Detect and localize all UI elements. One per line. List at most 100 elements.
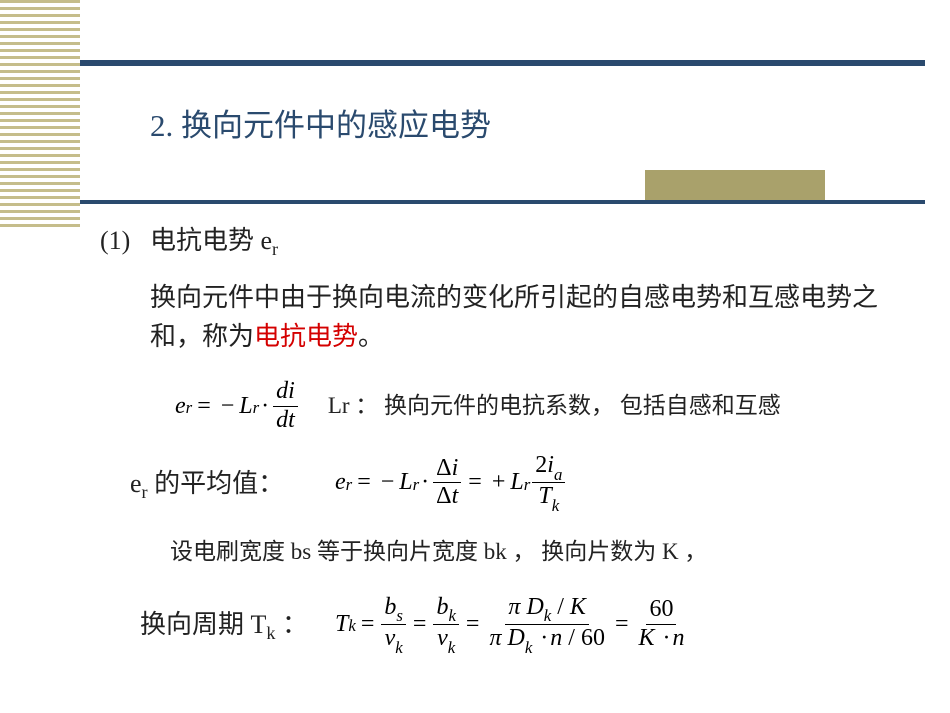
- eq1-frac: di dt: [273, 378, 298, 434]
- eq3-eq4: =: [615, 611, 629, 638]
- eq1-L-sub: r: [253, 398, 260, 418]
- eq2-den2: Tk: [535, 483, 562, 513]
- eq3-bs: s: [396, 606, 403, 625]
- eq2-Tk-sub: k: [552, 496, 559, 515]
- eq3-Dk1: k: [544, 606, 551, 625]
- avg-row: er 的平均值： er = − Lr · Δi Δt = + Lr 2ia Tk: [100, 452, 890, 513]
- eq3-f1d: vk: [382, 625, 406, 655]
- eq3-Dk2: k: [525, 638, 532, 657]
- eq3-f4d: K ·n: [635, 625, 687, 653]
- tk-row: 换向周期 Tk ： Tk = bs vk = bk vk = π Dk / K …: [100, 594, 890, 655]
- definition-paragraph: 换向元件中由于换向电流的变化所引起的自感电势和互感电势之和，称为电抗电势。: [150, 278, 890, 356]
- eq3-T-sub: k: [348, 616, 355, 636]
- eq2-eq2: =: [468, 469, 482, 496]
- section-heading: (1)电抗电势 er: [100, 220, 890, 260]
- eq3-eq2: =: [413, 611, 427, 638]
- equation-1: er = − Lr · di dt: [175, 378, 300, 434]
- eq3-eq1: =: [361, 611, 375, 638]
- top-rule: [80, 60, 925, 66]
- decorative-stripes: [0, 0, 80, 230]
- content-area: (1)电抗电势 er 换向元件中由于换向电流的变化所引起的自感电势和互感电势之和…: [100, 220, 890, 673]
- eq3-f3d: π Dk ·n / 60: [486, 625, 608, 655]
- eq3-sl1: /: [557, 594, 564, 620]
- avg-label: er 的平均值：: [130, 463, 305, 503]
- eq3-pi1: π: [508, 594, 520, 620]
- eq1-minus: −: [221, 393, 235, 420]
- eq3-b2: b: [436, 594, 448, 620]
- eq1-e-sub: r: [186, 398, 193, 418]
- eq3-eq3: =: [466, 611, 480, 638]
- tk-label: 换向周期 Tk ：: [140, 604, 315, 644]
- eq3-K1: K: [570, 594, 586, 620]
- eq3-vk2: k: [448, 638, 455, 657]
- eq1-L: L: [239, 393, 252, 420]
- eq2-num1: Δi: [433, 455, 461, 484]
- eq3-vk1: k: [395, 638, 402, 657]
- eq2-plus: +: [492, 469, 506, 496]
- eq2-e: e: [335, 469, 346, 496]
- avg-pre: e: [130, 469, 142, 498]
- avg-post: 的平均值：: [148, 469, 285, 498]
- eq3-sl2: /: [568, 625, 575, 651]
- eq1-num: di: [273, 378, 298, 407]
- eq2-e-sub: r: [346, 475, 353, 495]
- equation-3: Tk = bs vk = bk vk = π Dk / K π Dk ·n / …: [335, 594, 690, 655]
- eq2-minus: −: [381, 469, 395, 496]
- eq3-v1: v: [385, 625, 396, 651]
- eq1-row: er = − Lr · di dt Lr ： 换向元件的电抗系数， 包括自感和互…: [100, 378, 890, 434]
- eq2-T: T: [538, 483, 551, 509]
- eq3-frac3: π Dk / K π Dk ·n / 60: [486, 594, 608, 655]
- lr-note: Lr ： 换向元件的电抗系数， 包括自感和互感: [328, 390, 781, 422]
- eq3-frac2: bk vk: [433, 594, 458, 655]
- eq2-L2: L: [510, 469, 523, 496]
- tk-pre: 换向周期 T: [140, 610, 266, 639]
- eq3-D1: D: [526, 594, 543, 620]
- eq2-frac2: 2ia Tk: [532, 452, 565, 513]
- equation-2: er = − Lr · Δi Δt = + Lr 2ia Tk: [335, 452, 567, 513]
- section-label: 电抗电势 e: [150, 226, 272, 255]
- eq2-L2-sub: r: [524, 475, 531, 495]
- eq3-frac1: bs vk: [381, 594, 406, 655]
- eq1-e: e: [175, 393, 186, 420]
- eq1-den: dt: [273, 407, 298, 435]
- eq2-num2: 2ia: [532, 452, 565, 483]
- eq1-eq: =: [197, 393, 211, 420]
- eq3-D2: D: [507, 625, 524, 651]
- eq3-K2: K: [638, 625, 654, 651]
- eq3-cdot1: ·: [540, 625, 548, 651]
- section-number: (1): [100, 226, 150, 256]
- eq3-T: T: [335, 611, 348, 638]
- eq3-cdot2: ·: [663, 625, 671, 651]
- brush-note: 设电刷宽度 bs 等于换向片宽度 bk ， 换向片数为 K ，: [170, 532, 890, 566]
- eq2-2: 2: [535, 452, 547, 478]
- eq3-60a: 60: [581, 625, 605, 651]
- eq2-ia-sub: a: [554, 465, 562, 484]
- accent-block: [645, 170, 825, 200]
- eq3-f3n: π Dk / K: [505, 594, 589, 625]
- eq1-cdot: ·: [261, 393, 269, 420]
- eq3-v2: v: [437, 625, 448, 651]
- eq3-frac4: 60 K ·n: [635, 596, 687, 652]
- eq2-L-sub: r: [413, 475, 420, 495]
- para-post: 。: [358, 322, 384, 351]
- eq3-n2: n: [673, 625, 685, 651]
- section-label-sub: r: [272, 239, 278, 259]
- bottom-rule: [80, 200, 925, 204]
- eq2-den1: Δt: [433, 483, 461, 511]
- eq2-eq1: =: [357, 469, 371, 496]
- tk-post: ：: [275, 610, 308, 639]
- eq3-f1n: bs: [381, 594, 406, 625]
- eq3-f2n: bk: [433, 594, 458, 625]
- eq2-frac1: Δi Δt: [433, 455, 461, 511]
- eq3-n1: n: [550, 625, 562, 651]
- eq3-bk: k: [448, 606, 455, 625]
- eq2-L: L: [399, 469, 412, 496]
- slide-title: 2. 换向元件中的感应电势: [150, 100, 491, 145]
- eq3-60b: 60: [646, 596, 676, 625]
- eq2-i: i: [547, 452, 554, 478]
- eq2-cdot: ·: [421, 469, 429, 496]
- eq3-pi2: π: [489, 625, 501, 651]
- eq3-f2d: vk: [434, 625, 458, 655]
- para-highlight: 电抗电势: [254, 322, 358, 351]
- eq3-b1: b: [384, 594, 396, 620]
